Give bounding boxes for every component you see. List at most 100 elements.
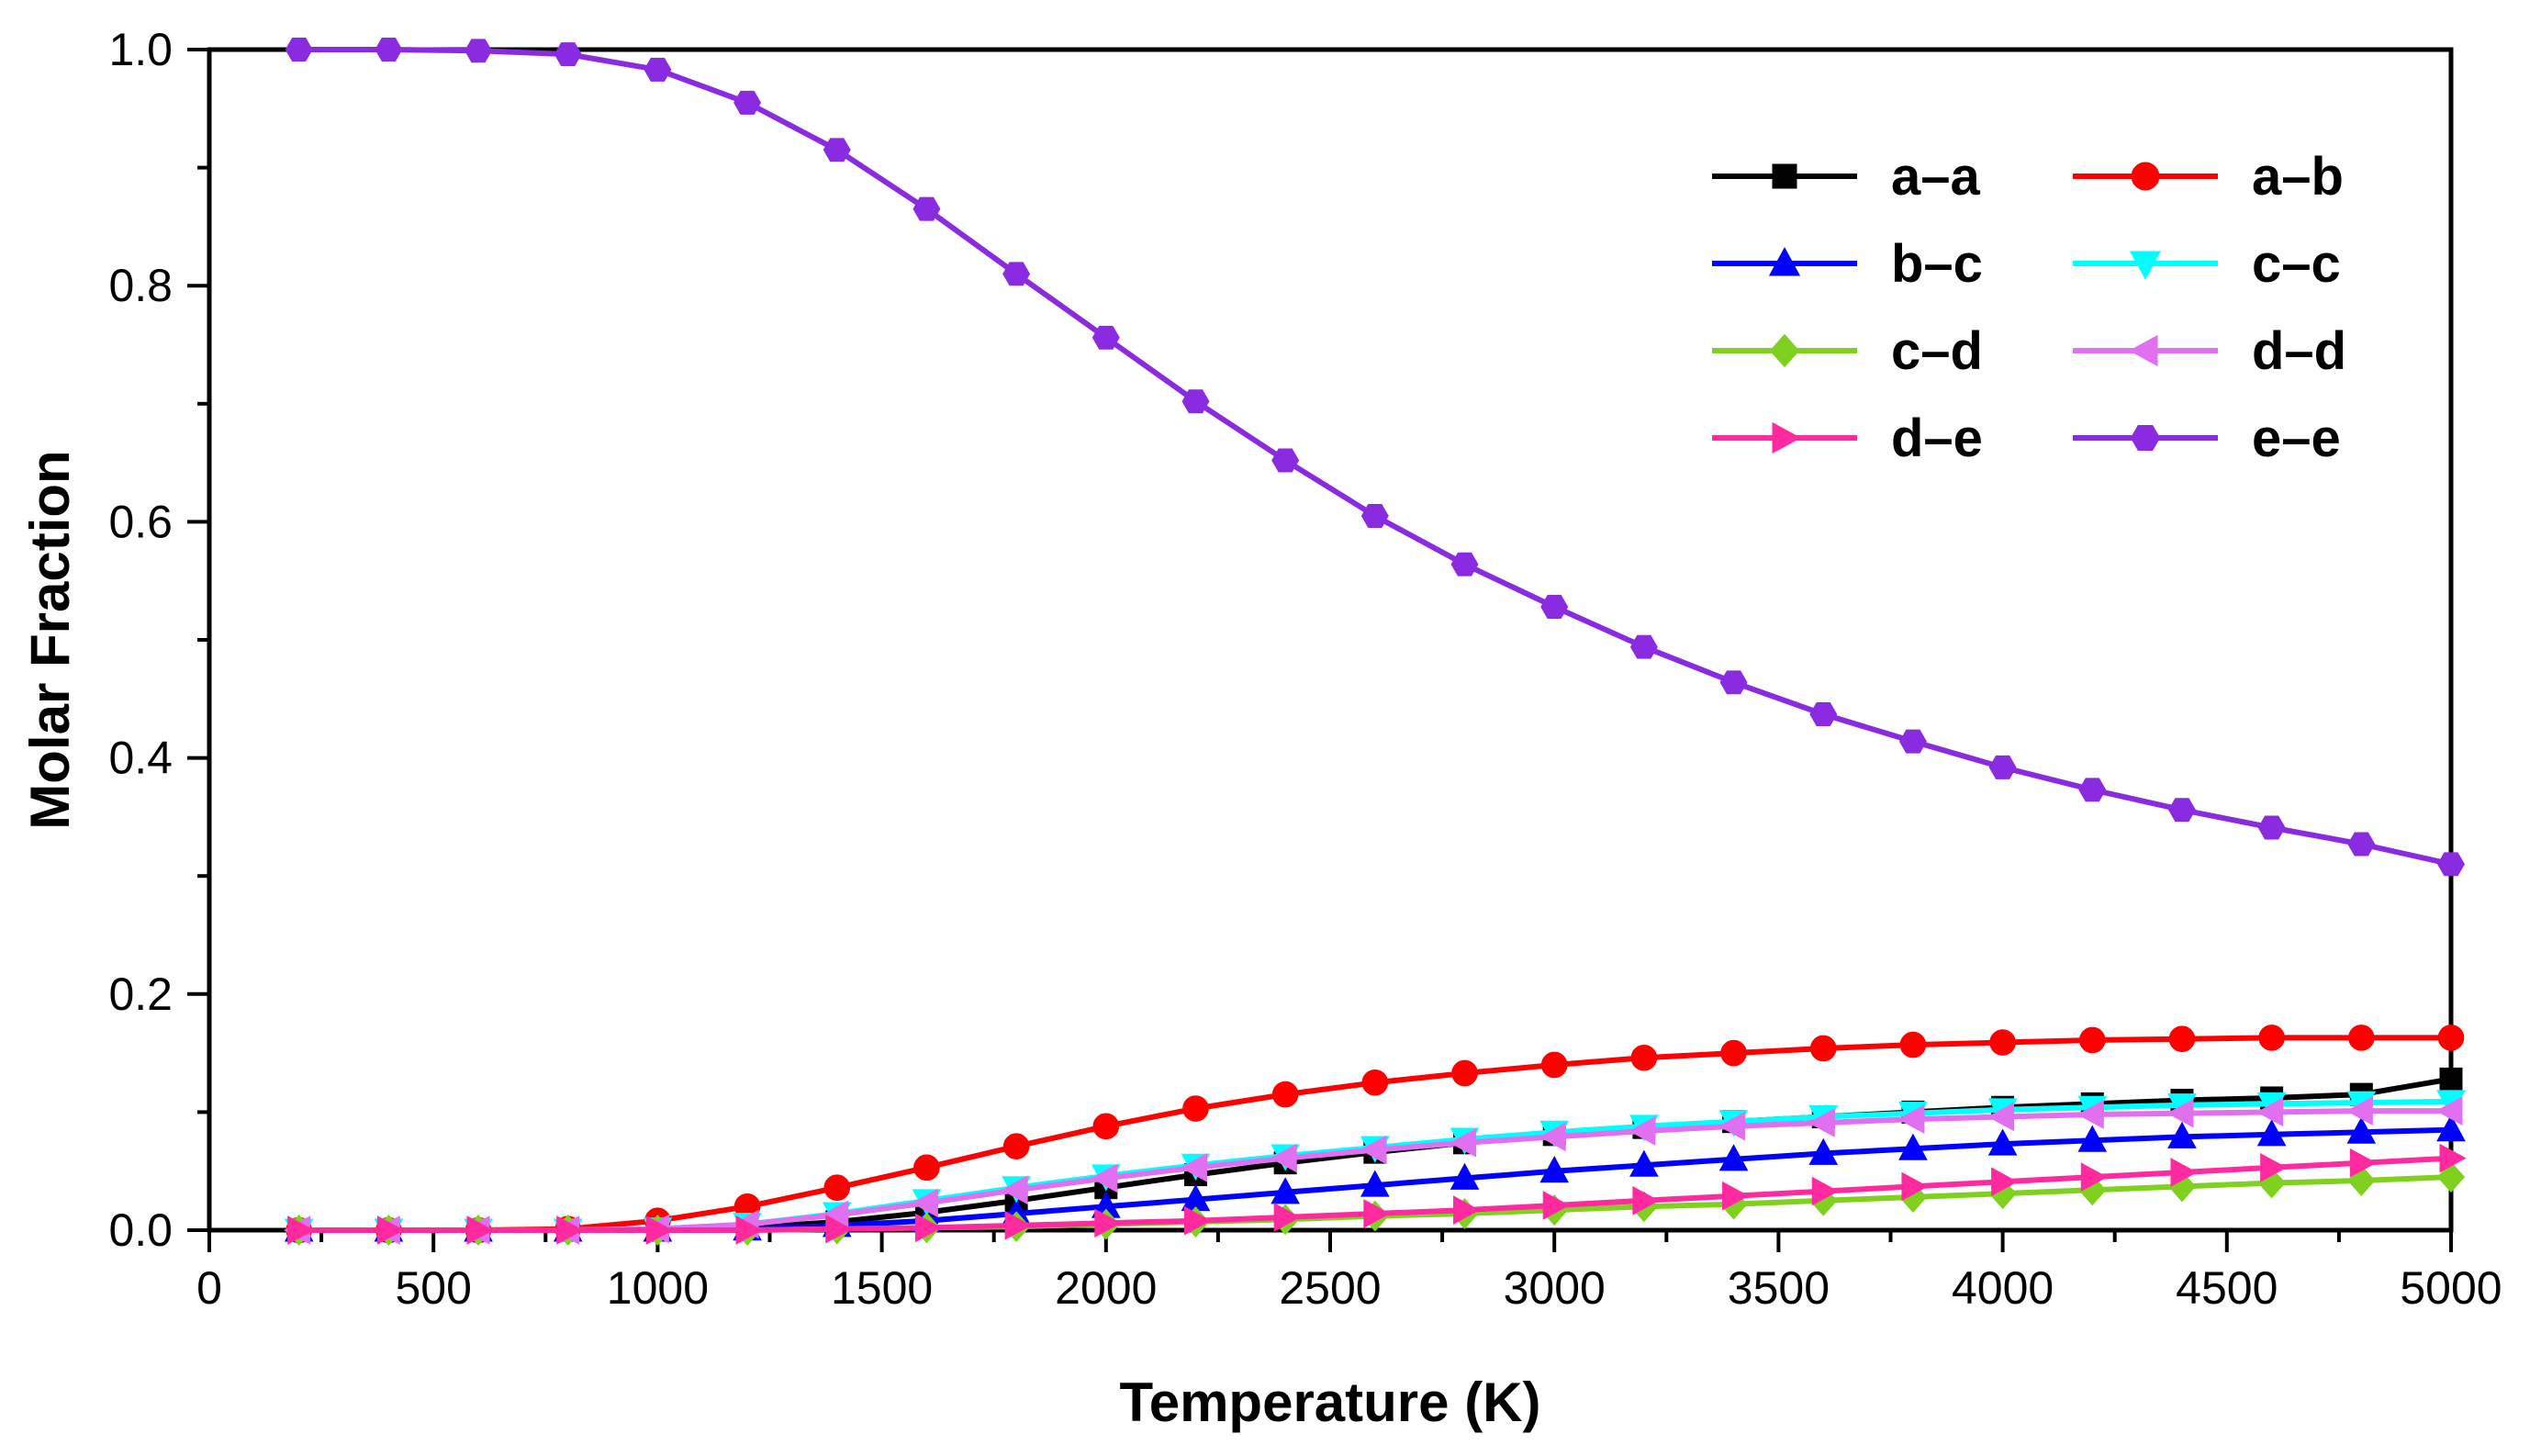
series-6 bbox=[284, 1096, 2463, 1245]
data-point bbox=[1722, 1181, 1750, 1211]
data-point bbox=[733, 90, 762, 115]
legend-marker bbox=[2130, 424, 2161, 452]
x-axis-title: Temperature (K) bbox=[1120, 1372, 1541, 1433]
data-point bbox=[1273, 1203, 1301, 1232]
plot-frame bbox=[207, 47, 2454, 1233]
x-tick-label: 5000 bbox=[2400, 1262, 2502, 1314]
data-point bbox=[465, 39, 493, 63]
legend-label: e–e bbox=[2252, 409, 2341, 468]
x-tick-label: 0 bbox=[196, 1262, 222, 1314]
data-point bbox=[2439, 1067, 2463, 1091]
legend-marker bbox=[1772, 421, 1801, 454]
y-tick-label: 0.2 bbox=[108, 969, 173, 1020]
data-point bbox=[1811, 1176, 1839, 1206]
data-point bbox=[2167, 1121, 2197, 1148]
legend-marker bbox=[2129, 251, 2162, 280]
data-point bbox=[2166, 1098, 2194, 1128]
legend: a–a a–b b–c c–c c–d d–d d–e e–e bbox=[1712, 147, 2346, 468]
data-point bbox=[1360, 503, 1389, 528]
data-point bbox=[1271, 1081, 1299, 1108]
x-tick-label: 4500 bbox=[2176, 1262, 2278, 1314]
data-point bbox=[556, 1215, 584, 1245]
x-axis: 0 500 1000 1500 2000 2500 3000 3500 4000 4500 5000 bbox=[196, 1230, 2502, 1314]
data-point bbox=[1450, 552, 1479, 577]
data-point bbox=[1451, 1059, 1478, 1087]
data-point bbox=[1991, 1167, 2019, 1197]
data-point bbox=[1540, 1051, 1568, 1079]
x-tick-label: 1000 bbox=[607, 1262, 709, 1314]
legend-label: d–e bbox=[1891, 409, 1983, 468]
data-point bbox=[2345, 1096, 2373, 1126]
data-point bbox=[1808, 1108, 1835, 1137]
data-point bbox=[1632, 1186, 1660, 1215]
legend-item: c–d bbox=[1712, 321, 1983, 381]
data-point bbox=[914, 1213, 943, 1243]
data-point bbox=[2260, 1153, 2288, 1182]
data-point bbox=[554, 42, 582, 67]
x-tick-label: 3000 bbox=[1504, 1262, 1606, 1314]
data-point bbox=[1630, 1044, 1658, 1071]
data-point bbox=[1808, 1137, 1839, 1165]
data-point bbox=[2168, 1025, 2196, 1052]
data-point bbox=[285, 38, 313, 62]
data-point bbox=[2435, 1096, 2463, 1126]
series-8 bbox=[285, 38, 2465, 877]
x-tick-label: 3500 bbox=[1728, 1262, 1830, 1314]
data-point bbox=[1183, 1205, 1212, 1236]
data-point bbox=[1091, 1163, 1118, 1193]
y-tick-label: 1.0 bbox=[108, 24, 173, 75]
x-tick-label: 2500 bbox=[1279, 1262, 1381, 1314]
data-point bbox=[2076, 1100, 2104, 1129]
data-point bbox=[823, 1174, 851, 1202]
data-point bbox=[2256, 1119, 2287, 1147]
x-tick-label: 2000 bbox=[1055, 1262, 1157, 1314]
data-point bbox=[466, 1215, 494, 1245]
data-point bbox=[2256, 1097, 2284, 1127]
data-point bbox=[1629, 634, 1658, 659]
data-point bbox=[2078, 1026, 2106, 1054]
y-tick-label: 0.8 bbox=[108, 260, 173, 311]
data-point bbox=[1720, 1039, 1747, 1067]
data-point bbox=[1540, 595, 1569, 619]
data-point bbox=[1450, 1162, 1480, 1190]
data-point bbox=[735, 1215, 763, 1245]
data-point bbox=[1719, 670, 1748, 695]
data-point bbox=[911, 1188, 938, 1218]
data-point bbox=[2167, 798, 2196, 823]
y-tick-label: 0.4 bbox=[108, 733, 173, 784]
data-point bbox=[1360, 1135, 1387, 1165]
data-point bbox=[825, 1214, 853, 1244]
data-point bbox=[644, 57, 672, 82]
data-point bbox=[2439, 1143, 2467, 1173]
legend-item: a–a bbox=[1712, 147, 1981, 207]
legend-label: d–d bbox=[2252, 321, 2346, 381]
data-point bbox=[2078, 778, 2107, 802]
legend-label: c–c bbox=[2252, 234, 2341, 294]
legend-item: b–c bbox=[1712, 234, 1983, 294]
data-point bbox=[1004, 1211, 1032, 1240]
data-point bbox=[823, 138, 851, 162]
data-point bbox=[2347, 832, 2376, 857]
data-point bbox=[1539, 1122, 1566, 1152]
data-point bbox=[2258, 1025, 2285, 1051]
data-point bbox=[1987, 1128, 2018, 1156]
data-point bbox=[1898, 1133, 1928, 1160]
data-point bbox=[912, 196, 941, 221]
x-tick-label: 1500 bbox=[831, 1262, 933, 1314]
x-tick-label: 4000 bbox=[1952, 1262, 2054, 1314]
data-point bbox=[2080, 1162, 2108, 1192]
data-point bbox=[1001, 1175, 1028, 1205]
legend-label: c–d bbox=[1891, 321, 1983, 381]
data-point bbox=[1453, 1195, 1481, 1225]
legend-marker bbox=[2129, 334, 2158, 367]
legend-marker bbox=[1772, 163, 1797, 189]
data-point bbox=[1363, 1199, 1391, 1228]
data-point bbox=[2170, 1158, 2198, 1187]
data-point bbox=[375, 38, 403, 62]
series-layer bbox=[284, 38, 2467, 1246]
legend-label: a–b bbox=[2252, 147, 2344, 207]
data-point bbox=[1989, 1029, 2016, 1056]
data-point bbox=[1629, 1149, 1659, 1177]
x-tick-label: 500 bbox=[395, 1262, 471, 1314]
